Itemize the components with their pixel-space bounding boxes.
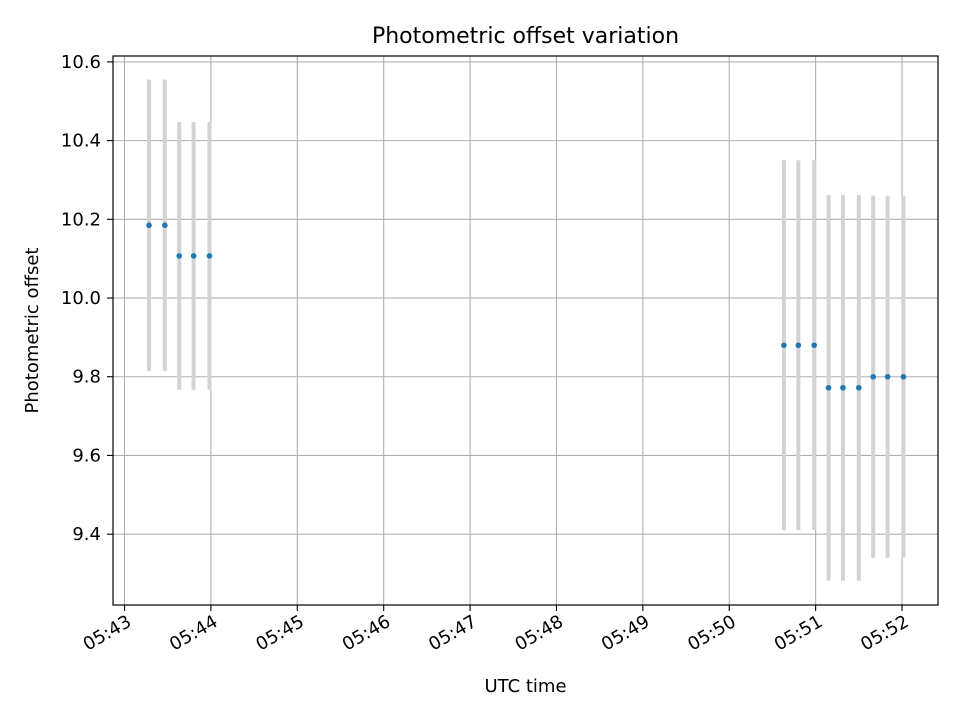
y-axis-ticks: 9.4 9.6 9.8 10.0 10.2 10.4 10.6 [61, 52, 113, 545]
data-point [206, 253, 213, 259]
y-axis-label: Photometric offset [22, 248, 43, 414]
data-point [176, 253, 183, 259]
data-point [856, 384, 862, 391]
data-point [900, 373, 907, 380]
chart-title: Photometric offset variation [372, 24, 679, 49]
data-point [884, 373, 891, 380]
data-point [825, 384, 832, 391]
y-tick-label: 10.0 [61, 288, 101, 309]
data-point [146, 222, 152, 229]
data-point [811, 342, 817, 349]
data-point [781, 342, 787, 349]
data-points [146, 222, 907, 391]
y-tick-label: 10.2 [61, 209, 101, 230]
data-point [795, 342, 802, 349]
data-point [162, 222, 168, 229]
y-tick-label: 9.4 [72, 524, 101, 545]
data-point [870, 373, 877, 380]
y-tick-label: 9.6 [72, 445, 101, 466]
x-axis-label: UTC time [484, 676, 566, 697]
y-tick-label: 9.8 [72, 367, 101, 388]
y-tick-label: 10.4 [61, 131, 101, 152]
y-tick-label: 10.6 [61, 52, 101, 73]
plot-frame [112, 55, 939, 606]
data-point [840, 384, 846, 391]
data-point [190, 253, 197, 259]
